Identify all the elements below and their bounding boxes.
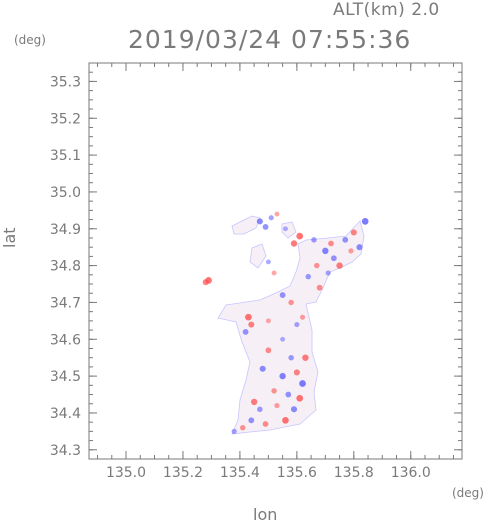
data-point [259, 365, 266, 372]
data-point [348, 248, 354, 254]
data-point [242, 329, 249, 335]
data-point [296, 232, 304, 240]
data-point [328, 240, 334, 247]
data-point [271, 270, 277, 276]
data-point [240, 424, 246, 431]
y-tick-label: 34.8 [50, 259, 81, 275]
data-point [248, 417, 255, 424]
x-tick-label: 135.2 [163, 465, 203, 481]
data-point [296, 394, 304, 402]
data-point [245, 313, 252, 321]
y-tick-label: 35.3 [50, 74, 81, 90]
data-point [280, 336, 286, 342]
y-tick-label: 34.9 [50, 222, 81, 238]
data-point [356, 244, 363, 251]
data-point [268, 215, 274, 221]
plot-frame [88, 62, 463, 460]
x-tick-label: 135.8 [334, 465, 374, 481]
data-point [311, 237, 317, 243]
data-coverage-area [217, 215, 365, 435]
data-point [361, 218, 369, 225]
data-point [305, 273, 311, 280]
data-point [294, 321, 300, 328]
data-point [314, 262, 320, 269]
data-point [299, 380, 306, 387]
y-tick-label: 35.0 [50, 185, 81, 201]
data-point [293, 369, 300, 376]
data-point [288, 354, 294, 361]
data-point [282, 416, 289, 424]
data-points [202, 211, 369, 434]
data-point [342, 236, 349, 243]
y-tick-label: 34.7 [50, 295, 81, 311]
y-tick-label: 35.1 [50, 148, 81, 164]
data-point [316, 284, 323, 291]
x-axis-label: lon [253, 505, 278, 524]
data-point [262, 421, 269, 427]
data-point [265, 318, 271, 324]
y-tick-label: 34.4 [50, 406, 81, 422]
data-point [271, 388, 277, 394]
data-point [350, 229, 357, 236]
x-tick-label: 135.0 [106, 465, 146, 481]
y-axis-unit: (deg) [14, 33, 46, 47]
data-point [322, 247, 329, 255]
data-point [285, 391, 292, 398]
data-point [330, 255, 337, 262]
data-point [256, 218, 263, 225]
data-point [262, 224, 269, 230]
data-point [274, 402, 280, 409]
x-tick-label: 136.0 [391, 465, 431, 481]
data-point [279, 292, 286, 298]
data-point [288, 299, 294, 306]
axes: 135.0 135.2 135.4 135.6 135.8 136.0 34.3 34.4 34… [50, 62, 463, 481]
y-tick-label: 34.6 [50, 332, 81, 348]
data-point [302, 354, 309, 361]
y-tick-label: 35.2 [50, 111, 81, 127]
data-point [283, 226, 288, 232]
chart-title-timestamp: 2019/03/24 07:55:36 [128, 25, 412, 54]
altitude-label: ALT(km) 2.0 [333, 0, 440, 20]
data-point [336, 262, 343, 269]
data-point [325, 270, 331, 276]
data-point [299, 314, 306, 320]
data-point [231, 428, 237, 434]
data-point [290, 406, 298, 413]
x-tick-label: 135.4 [220, 465, 260, 481]
data-point [290, 240, 298, 247]
data-point [279, 372, 286, 380]
data-point [202, 279, 209, 286]
y-tick-label: 34.5 [50, 369, 81, 385]
data-point [250, 398, 258, 406]
data-point [265, 347, 272, 354]
data-point [274, 211, 280, 217]
data-point [257, 406, 263, 413]
y-tick-label: 34.3 [50, 443, 81, 459]
data-point [248, 321, 255, 328]
data-point [265, 259, 271, 265]
x-axis-unit: (deg) [452, 486, 484, 500]
x-tick-label: 135.6 [277, 465, 317, 481]
